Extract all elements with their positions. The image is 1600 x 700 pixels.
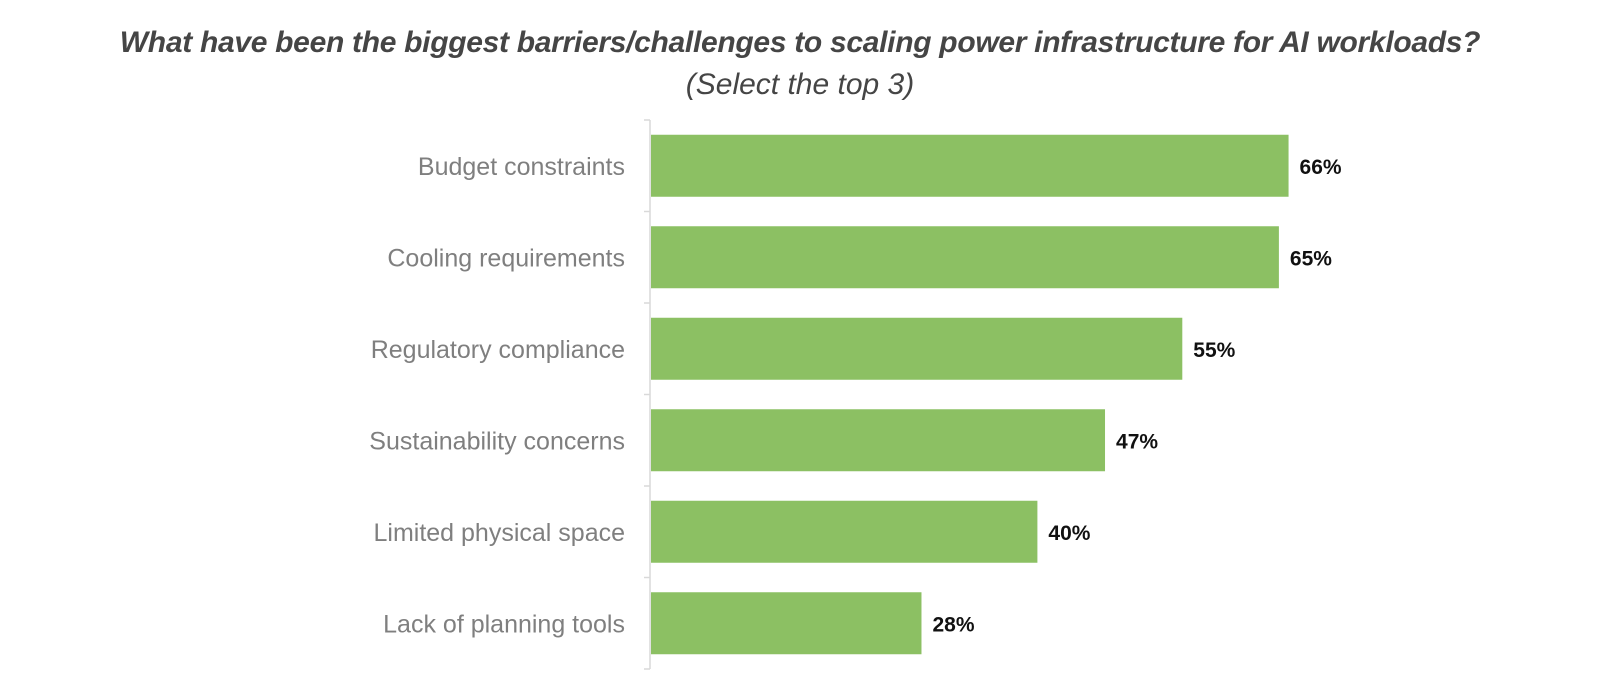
chart-title: What have been the biggest barriers/chal… bbox=[119, 26, 1481, 59]
bars-group bbox=[651, 134, 1289, 655]
bar bbox=[651, 226, 1279, 289]
data-label: 47% bbox=[1116, 430, 1158, 453]
bar bbox=[651, 317, 1183, 380]
data-label: 65% bbox=[1290, 247, 1332, 270]
bar bbox=[651, 409, 1106, 472]
category-label: Lack of planning tools bbox=[383, 610, 625, 638]
category-label: Budget constraints bbox=[418, 153, 625, 181]
data-label: 66% bbox=[1300, 156, 1342, 179]
data-label: 28% bbox=[932, 613, 974, 636]
data-label: 40% bbox=[1048, 522, 1090, 545]
bar bbox=[651, 592, 922, 655]
category-axis bbox=[644, 119, 651, 670]
bar bbox=[651, 500, 1038, 563]
bar bbox=[651, 134, 1289, 197]
category-label: Sustainability concerns bbox=[369, 427, 625, 455]
chart-subtitle: (Select the top 3) bbox=[685, 68, 915, 101]
labels-group: Budget constraints 66% Cooling requirement… bbox=[369, 153, 1342, 639]
data-label: 55% bbox=[1193, 339, 1235, 362]
category-label: Limited physical space bbox=[373, 519, 625, 547]
category-label: Cooling requirements bbox=[387, 244, 625, 272]
category-label: Regulatory compliance bbox=[371, 336, 625, 364]
